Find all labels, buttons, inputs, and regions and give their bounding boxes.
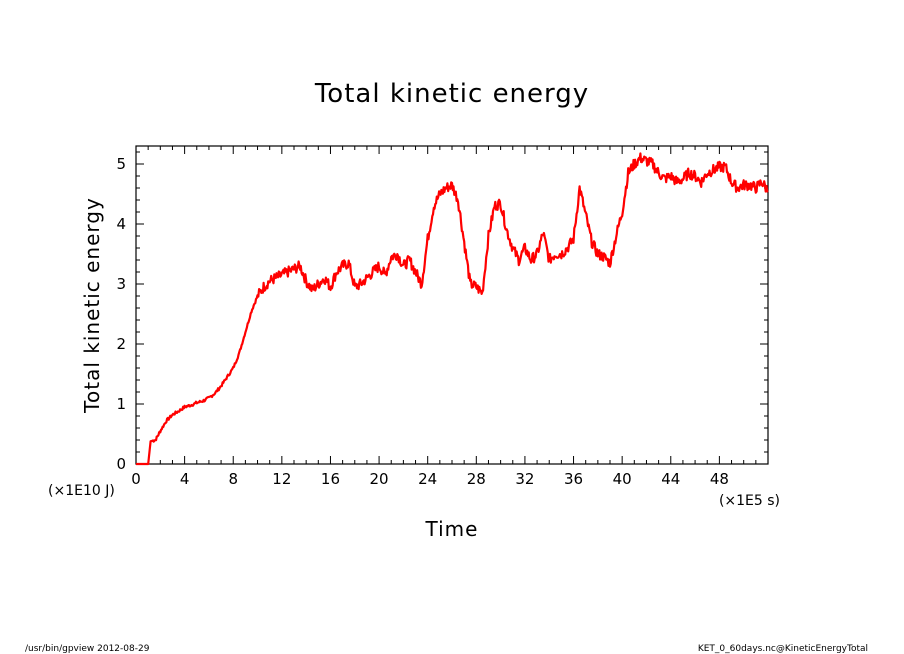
y-axis-label: Total kinetic energy [80, 197, 104, 414]
x-tick-labels: 0 4 8 12 16 20 24 28 32 36 40 44 48 [131, 470, 729, 488]
x-tick-label: 44 [661, 470, 680, 488]
x-tick-label: 4 [180, 470, 190, 488]
x-tick-label: 12 [272, 470, 291, 488]
y-tick-label: 3 [116, 275, 126, 293]
series-line [135, 152, 769, 466]
y-tick-label: 5 [116, 155, 126, 173]
x-tick-label: 28 [467, 470, 486, 488]
y-unit-label: (×1E10 J) [48, 483, 115, 499]
x-tick-label: 32 [515, 470, 534, 488]
footer-left: /usr/bin/gpview 2012-08-29 [25, 644, 150, 654]
x-axis-label: Time [425, 517, 479, 541]
y-tick-label: 2 [116, 335, 126, 353]
x-tick-label: 20 [370, 470, 389, 488]
y-tick-label: 1 [116, 395, 126, 413]
footer-right: KET_0_60days.nc@KineticEnergyTotal [698, 644, 868, 654]
tick-marks [135, 146, 769, 465]
x-tick-label: 48 [710, 470, 729, 488]
x-tick-label: 8 [228, 470, 238, 488]
x-tick-label: 40 [613, 470, 632, 488]
y-tick-label: 0 [116, 455, 126, 473]
y-tick-labels: 0 1 2 3 4 5 [116, 155, 126, 473]
x-tick-label: 36 [564, 470, 583, 488]
x-unit-label: (×1E5 s) [719, 493, 780, 509]
plot-frame [135, 145, 769, 465]
chart-title: Total kinetic energy [314, 79, 589, 109]
x-tick-label: 0 [131, 470, 141, 488]
y-tick-label: 4 [116, 215, 126, 233]
x-tick-label: 24 [418, 470, 437, 488]
plot-area [135, 145, 769, 466]
x-tick-label: 16 [321, 470, 340, 488]
